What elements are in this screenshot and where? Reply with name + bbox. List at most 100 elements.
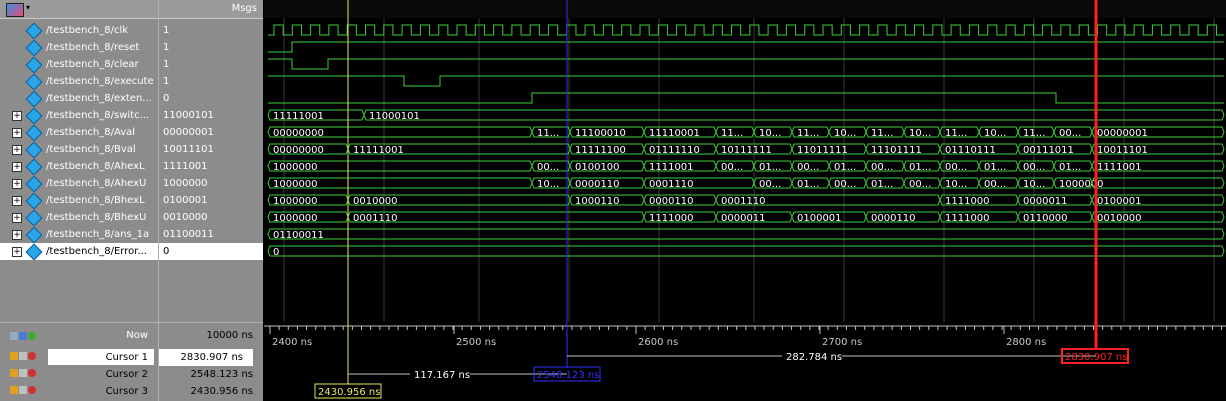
wave-toolbar-icon[interactable]: [6, 3, 24, 17]
bus-value: 0000110: [871, 213, 916, 224]
signal-value: 1: [159, 39, 263, 56]
bus-value: 1000000: [273, 179, 318, 190]
signal-diamond-icon: [26, 23, 43, 39]
signal-row[interactable]: + /testbench_8/AhexL: [0, 158, 158, 175]
cursor-lock-icon[interactable]: [10, 352, 40, 364]
bus-value: 00111011: [1023, 145, 1074, 156]
now-icons[interactable]: [10, 329, 40, 341]
signal-row[interactable]: /testbench_8/reset: [0, 39, 158, 56]
expand-icon[interactable]: +: [12, 179, 22, 189]
expand-icon[interactable]: +: [12, 230, 22, 240]
bval-waveform: 00000000 11111001 11111100 01111110 10111111…: [268, 144, 1224, 156]
signal-diamond-icon: [26, 244, 43, 260]
bus-value: 10011101: [1097, 145, 1148, 156]
expand-icon[interactable]: +: [12, 128, 22, 138]
wave-header: [264, 0, 1226, 18]
bus-value: 00...: [1059, 128, 1081, 139]
ahexl-waveform: 1000000 00... 0100100 1111001 00... 01... 00..…: [268, 161, 1224, 173]
cursor-1-box-label: 2830.907 ns: [1065, 352, 1127, 363]
signal-name: /testbench_8/reset: [46, 39, 139, 56]
bus-value: 00...: [797, 162, 819, 173]
cursor-name[interactable]: Cursor 2: [48, 366, 154, 382]
signal-name: /testbench_8/exten...: [46, 90, 152, 107]
bus-value: 11100010: [575, 128, 626, 139]
bus-value: 01...: [984, 162, 1006, 173]
clear-waveform: [268, 59, 1224, 69]
cursor-value: 2548.123 ns: [191, 366, 253, 383]
expand-icon[interactable]: +: [12, 247, 22, 257]
execute-waveform: [268, 76, 1224, 86]
bus-value: 0: [273, 247, 279, 258]
bus-value: 1000000: [273, 162, 318, 173]
bus-value: 11...: [945, 128, 967, 139]
bus-value: 00...: [871, 162, 893, 173]
bus-value: 11...: [721, 128, 743, 139]
names-header: ▾: [0, 0, 158, 19]
bus-value: 11...: [1023, 128, 1045, 139]
timeline-ruler[interactable]: 2400 ns 2500 ns 2600 ns 2700 ns 2800 ns 282.7…: [264, 322, 1226, 400]
cursor-2-box-label: 2548.123 ns: [537, 370, 599, 381]
error-waveform: 0: [268, 246, 1224, 258]
msgs-label: Msgs: [232, 3, 257, 14]
bus-value: 00...: [945, 162, 967, 173]
signal-row[interactable]: + /testbench_8/AhexU: [0, 175, 158, 192]
signal-row[interactable]: /testbench_8/clear: [0, 56, 158, 73]
signal-value: 01100011: [159, 226, 263, 243]
cursor-name[interactable]: Cursor 1: [48, 349, 154, 365]
bus-value: 0010000: [353, 196, 398, 207]
signal-diamond-icon: [26, 142, 43, 158]
values-header: Msgs: [159, 0, 263, 19]
bus-value: 01...: [871, 179, 893, 190]
bus-value: 11111001: [273, 111, 324, 122]
now-label: Now: [126, 327, 148, 344]
signal-diamond-icon: [26, 210, 43, 226]
bus-value: 0001110: [353, 213, 398, 224]
expand-icon[interactable]: +: [12, 162, 22, 172]
signal-row[interactable]: + /testbench_8/BhexL: [0, 192, 158, 209]
signal-name: /testbench_8/BhexU: [46, 209, 146, 226]
ahexu-waveform: 1000000 10... 0000110 0001110 00... 01... 00..…: [268, 178, 1224, 190]
clk-waveform: [268, 25, 1224, 35]
bus-value: 00000001: [1097, 128, 1148, 139]
expand-icon[interactable]: +: [12, 213, 22, 223]
expand-icon[interactable]: +: [12, 145, 22, 155]
signal-value: 0: [159, 90, 263, 107]
cursor-lock-icon[interactable]: [10, 369, 40, 381]
bhexl-waveform: 1000000 0010000 1000110 0000110 0001110 11110…: [268, 195, 1224, 207]
signal-value: 1000000: [159, 175, 263, 192]
bus-value: 11...: [871, 128, 893, 139]
signal-row[interactable]: /testbench_8/execute: [0, 73, 158, 90]
signal-value: 1: [159, 22, 263, 39]
expand-icon[interactable]: +: [12, 196, 22, 206]
signal-row[interactable]: + /testbench_8/switc...: [0, 107, 158, 124]
waveform-area[interactable]: 11111001 11000101 00000000 11... 11100010 111…: [264, 0, 1226, 322]
bus-value: 0000110: [649, 196, 694, 207]
bus-value: 1111001: [1097, 162, 1142, 173]
signal-name: /testbench_8/ans_1a: [46, 226, 149, 243]
bus-value: 10...: [984, 128, 1006, 139]
bus-value: 11101111: [871, 145, 922, 156]
signal-row[interactable]: + /testbench_8/BhexU: [0, 209, 158, 226]
chevron-down-icon[interactable]: ▾: [26, 3, 30, 12]
signal-row[interactable]: + /testbench_8/ans_1a: [0, 226, 158, 243]
bus-value: 01...: [834, 162, 856, 173]
signal-row[interactable]: + /testbench_8/Aval: [0, 124, 158, 141]
signal-row[interactable]: /testbench_8/exten...: [0, 90, 158, 107]
cursor-lock-icon[interactable]: [10, 386, 40, 398]
signal-row[interactable]: + /testbench_8/Bval: [0, 141, 158, 158]
signal-row[interactable]: + /testbench_8/Error...: [0, 243, 158, 260]
signal-value: 1: [159, 73, 263, 90]
ans-waveform: 01100011: [268, 229, 1224, 241]
signal-row[interactable]: /testbench_8/clk: [0, 22, 158, 39]
bus-value: 0000011: [721, 213, 766, 224]
signal-diamond-icon: [26, 108, 43, 124]
bus-value: 01...: [797, 179, 819, 190]
expand-icon[interactable]: +: [12, 111, 22, 121]
cursor-value: 2430.956 ns: [191, 383, 253, 400]
bus-value: 00000000: [273, 145, 324, 156]
bus-value: 00...: [759, 179, 781, 190]
bus-value: 0001110: [649, 179, 694, 190]
bus-value: 10...: [945, 179, 967, 190]
signal-diamond-icon: [26, 91, 43, 107]
cursor-name[interactable]: Cursor 3: [48, 383, 154, 399]
